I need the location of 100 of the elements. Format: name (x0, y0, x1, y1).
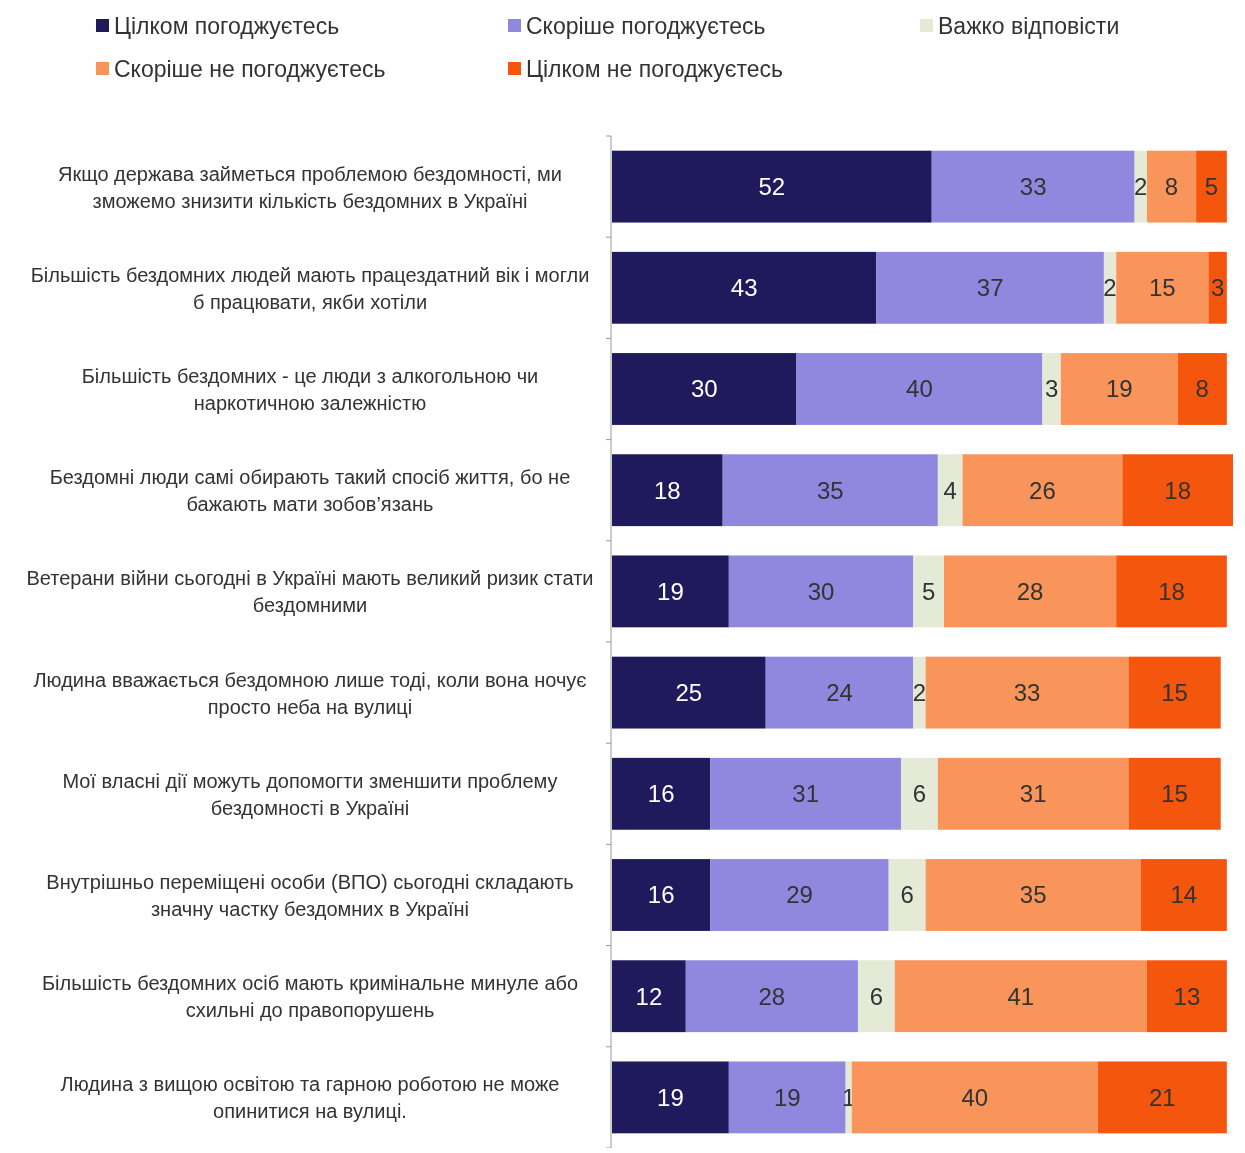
bar (710, 757, 901, 830)
data-label: 26 (1029, 476, 1056, 504)
bar (612, 859, 711, 931)
bar (925, 656, 1129, 729)
data-label: 15 (1161, 679, 1188, 706)
bar (894, 960, 1147, 1033)
bar (962, 454, 1123, 527)
legend-label: Важко відповісти (938, 13, 1120, 40)
bar (612, 454, 723, 527)
data-label: 28 (758, 982, 786, 1010)
bar (913, 555, 945, 628)
data-label: 8 (1195, 375, 1209, 403)
data-label: 6 (900, 881, 914, 909)
bar (1140, 859, 1227, 931)
bar (612, 960, 686, 1033)
bar (722, 454, 938, 527)
y-tick-label: Внутрішньо переміщені особи (ВПО) сьогодні складають значну частку бездомних в Україні (46, 871, 574, 920)
bar (728, 555, 914, 628)
data-label: 19 (773, 1083, 801, 1111)
bar (1128, 757, 1221, 830)
bar (1208, 251, 1227, 324)
bar (1146, 960, 1227, 1033)
bar (1097, 1061, 1227, 1134)
data-label: 24 (826, 679, 853, 706)
bar (1122, 454, 1233, 527)
legend-label: Скоріше не погоджуєтесь (114, 56, 386, 83)
data-label: 2 (1103, 274, 1117, 302)
data-label: 6 (869, 982, 884, 1010)
data-label: 30 (690, 375, 718, 403)
bar (925, 859, 1141, 931)
data-label: 13 (1173, 982, 1201, 1010)
y-tick-label: Мої власні дії можуть допомогти зменшити проблему бездомності в Україні (62, 769, 558, 819)
data-label: 19 (1105, 375, 1133, 403)
data-label: 12 (635, 982, 663, 1010)
bar (1146, 150, 1197, 223)
data-label: 2 (912, 679, 927, 706)
bar (931, 150, 1135, 223)
bar (937, 757, 1129, 830)
data-label: 52 (758, 173, 786, 200)
bar (612, 757, 711, 830)
bar (612, 555, 729, 628)
data-label: 14 (1170, 881, 1198, 909)
bar (1116, 251, 1209, 324)
bar (710, 859, 889, 931)
bar (1060, 353, 1178, 425)
y-tick-label: Ветерани війни сьогодні в Україні мають великий ризик стати бездомними (26, 567, 594, 617)
y-tick-label: Якщо держава займеться проблемою бездомності, ми зможемо знизити кількість бездомних в Україні (57, 162, 563, 212)
data-label: 40 (961, 1083, 989, 1111)
y-tick-label: Людина з вищою освітою та гарною роботою не може опинитися на вулиці. (60, 1073, 560, 1123)
bar (612, 1061, 729, 1134)
data-label: 41 (1007, 982, 1035, 1010)
data-label: 18 (1158, 577, 1185, 605)
data-label: 40 (906, 375, 933, 403)
data-label: 21 (1148, 1083, 1176, 1111)
data-label: 35 (816, 476, 844, 504)
data-label: 3 (1044, 375, 1059, 403)
bar (888, 859, 926, 931)
data-label: 37 (976, 274, 1004, 302)
data-label: 3 (1210, 274, 1225, 302)
bar (913, 656, 926, 729)
data-label: 5 (1204, 173, 1219, 200)
bar (851, 1061, 1098, 1134)
bar (1177, 353, 1227, 425)
bar (1116, 555, 1227, 628)
data-label: 19 (657, 1083, 684, 1111)
bar (944, 555, 1117, 628)
bar (900, 757, 938, 830)
bar (876, 251, 1104, 324)
data-label: 30 (807, 577, 835, 605)
data-label: 18 (1164, 476, 1192, 504)
data-label: 18 (653, 476, 681, 504)
bar (1042, 353, 1061, 425)
data-label: 8 (1164, 173, 1179, 200)
y-tick-label: Людина вважається бездомною лише тоді, коли вона ночує просто неба на вулиці (33, 668, 587, 718)
bar (685, 960, 858, 1033)
bar (1128, 656, 1221, 729)
data-label: 33 (1019, 173, 1047, 200)
data-label: 19 (657, 577, 684, 605)
bar (765, 656, 914, 729)
y-tick-label: Більшість бездомних осіб мають кримінальне минуле або схильні до правопорушень (41, 972, 579, 1022)
y-tick-label: Більшість бездомних - це люди з алкогольною чи наркотичною залежністю (81, 365, 539, 414)
legend-label: Скоріше погоджуєтесь (526, 13, 766, 40)
data-label: 16 (647, 780, 675, 808)
data-label: 35 (1019, 881, 1047, 909)
data-label: 2 (1134, 173, 1148, 200)
data-label: 31 (1019, 780, 1047, 808)
data-label: 15 (1148, 274, 1176, 302)
data-label: 5 (921, 577, 936, 605)
bar (796, 353, 1043, 425)
y-tick-label: Більшість бездомних людей мають працездатний вік і могли б працювати, якби хотіли (30, 263, 590, 313)
data-label: 6 (912, 780, 927, 808)
data-label: 4 (943, 476, 957, 504)
legend-label: Цілком погоджуєтесь (114, 13, 340, 40)
y-tick-label: Бездомні люди самі обирають такий спосіб життя, бо не бажають мати зобов’язань (49, 466, 571, 516)
bar (612, 656, 766, 729)
bar (857, 960, 895, 1033)
bar (612, 353, 797, 425)
data-label: 31 (792, 780, 820, 808)
bar (612, 150, 932, 223)
data-label: 16 (647, 881, 675, 909)
